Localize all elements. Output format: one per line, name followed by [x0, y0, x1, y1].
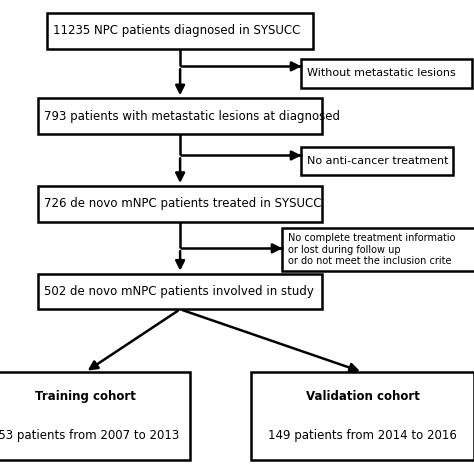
- Bar: [251, 372, 474, 460]
- Text: 149 patients from 2014 to 2016: 149 patients from 2014 to 2016: [268, 428, 457, 442]
- Bar: [38, 99, 322, 134]
- Bar: [301, 147, 453, 175]
- Text: 11235 NPC patients diagnosed in SYSUCC: 11235 NPC patients diagnosed in SYSUCC: [53, 24, 301, 37]
- Bar: [0, 372, 190, 460]
- Text: 793 patients with metastatic lesions at diagnosed: 793 patients with metastatic lesions at …: [44, 109, 339, 123]
- Text: No anti-cancer treatment: No anti-cancer treatment: [307, 156, 448, 166]
- Text: Without metastatic lesions: Without metastatic lesions: [307, 68, 456, 79]
- Text: 726 de novo mNPC patients treated in SYSUCC: 726 de novo mNPC patients treated in SYS…: [44, 197, 321, 210]
- Text: 353 patients from 2007 to 2013: 353 patients from 2007 to 2013: [0, 428, 180, 442]
- Text: No complete treatment informatio
or lost during follow up
or do not meet the inc: No complete treatment informatio or lost…: [288, 233, 455, 266]
- Text: 502 de novo mNPC patients involved in study: 502 de novo mNPC patients involved in st…: [44, 285, 313, 298]
- Bar: [38, 186, 322, 222]
- Bar: [282, 228, 474, 271]
- Text: Validation cohort: Validation cohort: [306, 390, 419, 403]
- Bar: [38, 274, 322, 310]
- Bar: [47, 13, 313, 49]
- Text: Training cohort: Training cohort: [35, 390, 136, 403]
- Bar: [301, 59, 472, 88]
